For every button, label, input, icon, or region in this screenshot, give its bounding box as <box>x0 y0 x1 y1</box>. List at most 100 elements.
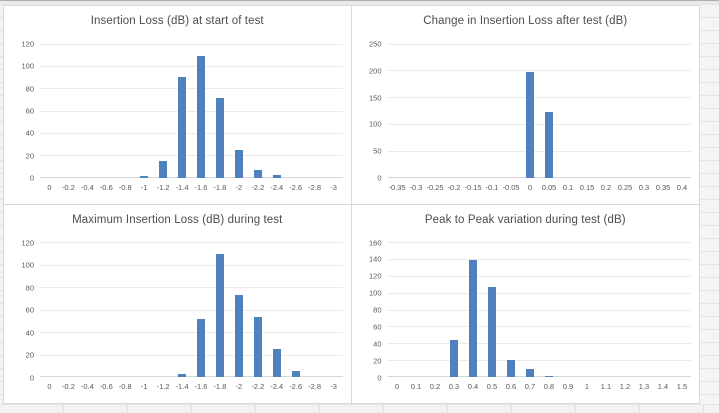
charts-grid: Insertion Loss (dB) at start of test 0 20… <box>3 5 700 404</box>
y-tick-label: 100 <box>21 260 34 270</box>
bar <box>545 376 553 377</box>
y-tick-label: 150 <box>368 93 382 103</box>
y-gridline <box>40 264 343 266</box>
y-gridline <box>387 123 691 125</box>
x-tick-label: -0.6 <box>99 382 113 391</box>
worksheet-edge-bottom <box>0 404 719 413</box>
x-axis-line <box>387 176 691 178</box>
y-tick-label: 200 <box>368 66 382 76</box>
x-tick-label: 0.5 <box>486 382 498 391</box>
x-tick-label: -0.2 <box>447 182 461 192</box>
x-tick-label: -2.4 <box>270 182 284 192</box>
x-tick-label: 1.2 <box>619 382 631 391</box>
bar <box>178 373 187 377</box>
worksheet-edge-left <box>0 5 3 404</box>
x-tick-label: -1 <box>140 182 148 192</box>
x-tick-label: -1.4 <box>175 182 189 192</box>
x-tick-label: -3 <box>330 182 337 192</box>
bar <box>291 371 300 377</box>
x-tick-label: -0.05 <box>502 182 520 192</box>
bar <box>450 339 458 377</box>
bar <box>215 254 224 377</box>
y-gridline <box>40 132 343 134</box>
x-tick-label: -0.4 <box>80 182 94 192</box>
chart-max-insertion-loss[interactable]: Maximum Insertion Loss (dB) during test … <box>4 204 352 403</box>
x-tick-label: -0.2 <box>61 182 75 192</box>
y-tick-label: 20 <box>373 356 382 366</box>
x-tick-label: 0.1 <box>410 382 422 391</box>
plot-area: 0 20 40 60 80 100 120 0 -0.2 -0.4 -0.6 -0.8 -1 -1.2 -1… <box>21 40 343 192</box>
y-tick-label: 100 <box>368 288 382 298</box>
x-tick-label: 0.25 <box>617 182 633 192</box>
y-tick-label: 80 <box>25 283 34 292</box>
x-tick-label: -2.2 <box>251 382 265 391</box>
x-tick-label: -2.8 <box>308 182 322 192</box>
x-axis-line <box>40 176 343 178</box>
bar <box>272 175 281 178</box>
x-tick-label: -2.2 <box>251 182 265 192</box>
y-tick-label: 0 <box>29 173 34 183</box>
x-tick-label: 1.5 <box>676 382 688 391</box>
y-gridline <box>387 309 691 311</box>
chart-change-insertion-loss[interactable]: Change in Insertion Loss after test (dB)… <box>351 6 699 205</box>
x-tick-label: -0.3 <box>409 182 423 192</box>
y-gridline <box>40 309 343 311</box>
x-tick-label: 0.05 <box>541 182 557 192</box>
chart-insertion-loss-start[interactable]: Insertion Loss (dB) at start of test 0 20… <box>4 6 352 205</box>
worksheet-edge-top <box>0 0 719 5</box>
bar <box>253 317 262 377</box>
x-axis-line <box>40 376 343 377</box>
bar <box>526 71 534 178</box>
chart-peak-to-peak-variation[interactable]: Peak to Peak variation during test (dB) … <box>351 204 699 403</box>
bar <box>507 360 515 377</box>
y-tick-label: 20 <box>25 350 34 360</box>
y-gridline <box>387 292 691 294</box>
x-tick-label: -0.4 <box>80 382 94 391</box>
bar <box>488 286 496 377</box>
x-tick-label: -2.8 <box>308 382 322 391</box>
y-tick-label: 60 <box>25 305 34 315</box>
x-tick-label: 0.35 <box>655 182 671 192</box>
y-gridline <box>387 360 691 362</box>
y-gridline <box>40 65 343 67</box>
y-gridline <box>387 150 691 152</box>
bar <box>526 369 534 377</box>
x-tick-label: 0.6 <box>505 382 517 391</box>
x-tick-label: 0 <box>394 382 400 391</box>
y-tick-label: 80 <box>25 84 34 94</box>
bar <box>253 169 262 178</box>
x-tick-label: -0.6 <box>99 182 113 192</box>
x-tick-label: -0.35 <box>388 182 406 192</box>
x-tick-label: -0.8 <box>118 182 132 192</box>
y-tick-label: 60 <box>373 322 382 332</box>
x-tick-label: 1.4 <box>657 382 669 391</box>
bar <box>272 348 281 377</box>
y-gridline <box>40 332 343 333</box>
x-tick-label: 0.4 <box>467 382 479 391</box>
x-tick-label: 0.8 <box>543 382 555 391</box>
y-tick-label: 100 <box>21 61 34 71</box>
x-tick-label: -2 <box>235 182 243 192</box>
x-tick-label: 1.1 <box>600 382 612 391</box>
y-gridline <box>40 354 343 356</box>
x-tick-label: 0 <box>527 182 533 192</box>
x-tick-label: -0.1 <box>485 182 499 192</box>
y-gridline <box>40 110 343 112</box>
x-tick-label: 0.15 <box>579 182 595 192</box>
chart-title: Change in Insertion Loss after test (dB) <box>423 15 628 27</box>
x-tick-label: -2.6 <box>289 382 303 391</box>
plot-area: 0 20 40 60 80 100 120 0 -0.2 -0.4 -0.6 -0.8 -1 -1.2 -1… <box>21 238 343 391</box>
x-tick-label: 0.7 <box>524 382 536 391</box>
y-tick-label: 0 <box>29 373 34 382</box>
y-gridline <box>40 88 343 90</box>
y-tick-label: 40 <box>373 339 382 349</box>
chart-title: Maximum Insertion Loss (dB) during test <box>72 213 283 226</box>
bar <box>234 294 243 377</box>
x-tick-label: 0.9 <box>562 382 574 391</box>
x-tick-label: 0.3 <box>448 382 460 391</box>
y-gridline <box>40 43 343 45</box>
y-tick-label: 120 <box>368 271 382 281</box>
bar <box>140 176 149 178</box>
y-tick-label: 0 <box>377 373 382 382</box>
